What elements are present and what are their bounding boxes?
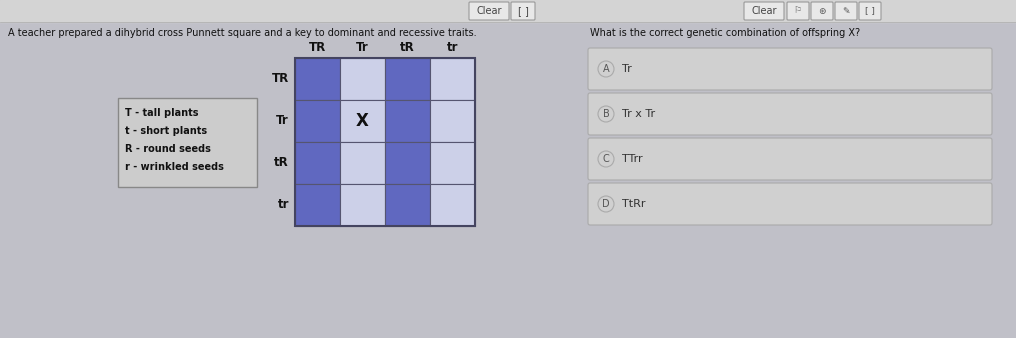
Text: TR: TR (271, 72, 289, 86)
Bar (340, 58, 385, 100)
Bar (0, 0, 1016, 22)
Bar (340, 142, 385, 184)
Text: A teacher prepared a dihybrid cross Punnett square and a key to dominant and rec: A teacher prepared a dihybrid cross Punn… (8, 28, 477, 38)
Bar (295, 58, 340, 100)
Text: tR: tR (400, 41, 415, 54)
Bar (385, 100, 430, 142)
Bar (385, 142, 430, 184)
Text: C: C (602, 154, 610, 164)
FancyBboxPatch shape (835, 2, 858, 20)
FancyBboxPatch shape (469, 2, 509, 20)
Text: tr: tr (447, 41, 458, 54)
Bar (295, 184, 340, 226)
FancyBboxPatch shape (744, 2, 784, 20)
FancyBboxPatch shape (811, 2, 833, 20)
Bar (430, 184, 475, 226)
Text: Clear: Clear (751, 6, 777, 16)
Text: T - tall plants: T - tall plants (125, 108, 198, 118)
Bar (385, 184, 430, 226)
Text: ✎: ✎ (842, 6, 849, 16)
Text: R - round seeds: R - round seeds (125, 144, 211, 154)
Bar (340, 100, 385, 142)
Text: B: B (602, 109, 610, 119)
FancyBboxPatch shape (588, 48, 992, 90)
Bar (430, 58, 475, 100)
Text: ⊛: ⊛ (818, 6, 826, 16)
Text: t - short plants: t - short plants (125, 126, 207, 136)
Bar (385, 58, 430, 100)
FancyBboxPatch shape (588, 183, 992, 225)
Text: Clear: Clear (477, 6, 502, 16)
Text: TTrr: TTrr (622, 154, 643, 164)
Text: Tr: Tr (622, 64, 632, 74)
FancyBboxPatch shape (118, 98, 257, 187)
FancyBboxPatch shape (787, 2, 809, 20)
Bar (295, 100, 340, 142)
Text: What is the correct genetic combination of offspring X?: What is the correct genetic combination … (590, 28, 861, 38)
FancyBboxPatch shape (859, 2, 881, 20)
FancyBboxPatch shape (511, 2, 535, 20)
Text: ⚐: ⚐ (793, 6, 802, 16)
Bar (430, 100, 475, 142)
Bar (430, 142, 475, 184)
Bar (340, 184, 385, 226)
Text: tr: tr (277, 198, 289, 212)
Bar (295, 58, 475, 226)
Bar (295, 142, 340, 184)
Text: [ ]: [ ] (517, 6, 528, 16)
Text: Tr x Tr: Tr x Tr (622, 109, 655, 119)
Text: Tr: Tr (276, 115, 289, 127)
Text: tR: tR (274, 156, 289, 169)
Text: X: X (356, 112, 369, 130)
Text: Tr: Tr (357, 41, 369, 54)
Text: TtRr: TtRr (622, 199, 645, 209)
Text: A: A (602, 64, 610, 74)
Text: TR: TR (309, 41, 326, 54)
FancyBboxPatch shape (588, 93, 992, 135)
Text: r - wrinkled seeds: r - wrinkled seeds (125, 162, 224, 172)
Text: D: D (602, 199, 610, 209)
Text: [ ]: [ ] (865, 6, 875, 16)
FancyBboxPatch shape (588, 138, 992, 180)
